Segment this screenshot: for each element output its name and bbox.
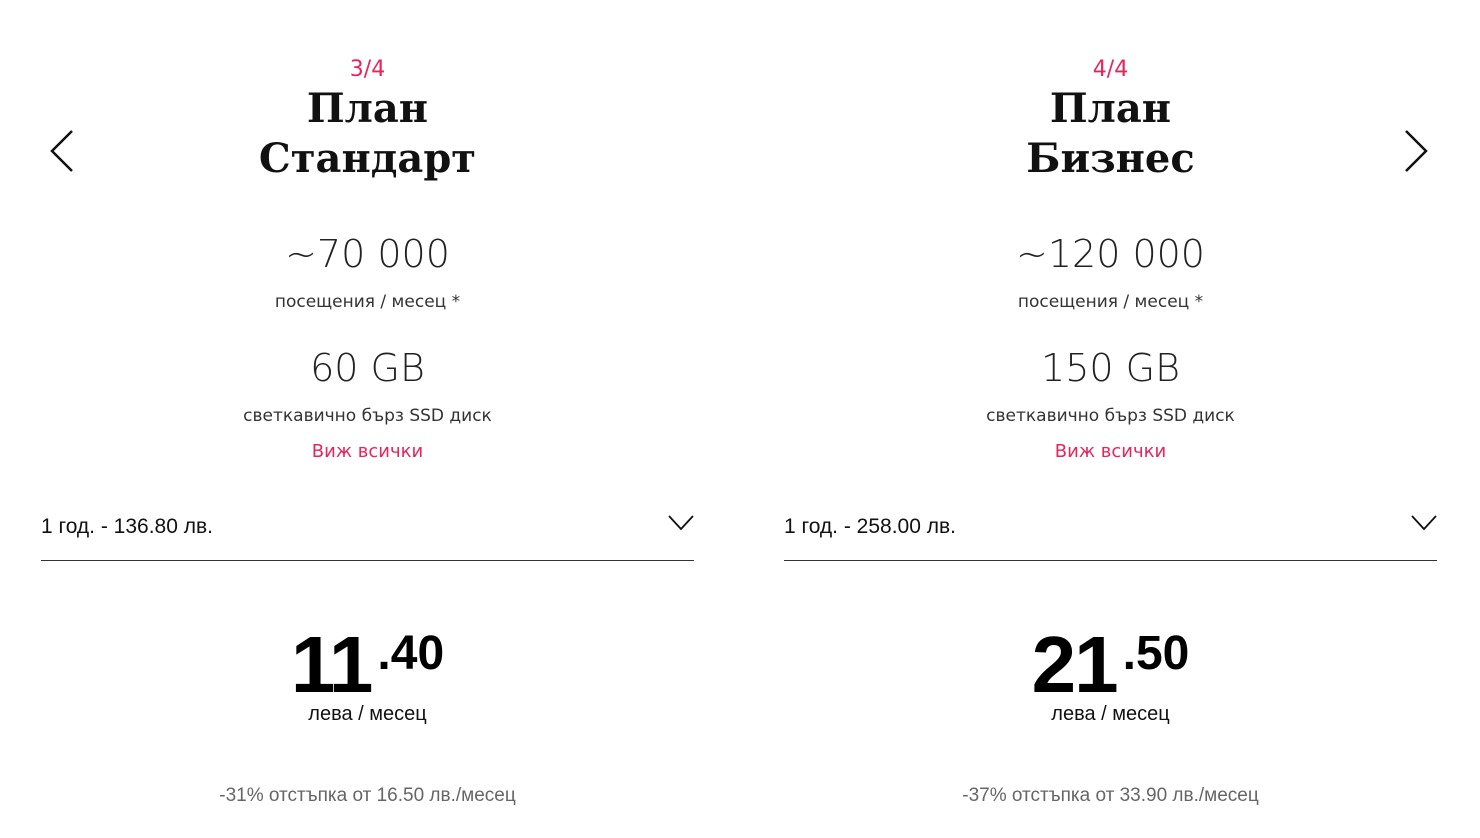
disk-label: светкавично бърз SSD диск [243,406,492,426]
visits-value: ~70 000 [285,232,450,276]
plan-title: План Бизнес [1026,85,1195,182]
disk-value: 150 GB [1041,346,1180,390]
chevron-down-icon [668,515,694,531]
plan-counter: 4/4 [1092,57,1129,82]
price: 21.50 [1031,620,1190,709]
visits-label: посещения / месец * [1017,292,1204,312]
plan-card-standard: 3/4 План Стандарт ~70 000 посещения / мес… [41,0,694,838]
period-select[interactable]: 1 год. - 258.00 лв. [784,505,1437,561]
disk-label: светкавично бърз SSD диск [986,406,1235,426]
prev-plan-button[interactable] [46,128,76,178]
chevron-down-icon [1411,515,1437,531]
plan-title: План Стандарт [258,85,477,182]
see-all-link[interactable]: Виж всички [1054,441,1167,462]
price-unit: лева / месец [1051,703,1170,725]
chevron-left-icon [50,130,73,172]
next-plan-button[interactable] [1402,128,1432,178]
price: 11.40 [290,620,445,709]
disk-value: 60 GB [310,346,425,390]
period-select[interactable]: 1 год. - 136.80 лв. [41,505,694,561]
visits-label: посещения / месец * [274,292,461,312]
period-selected-value: 1 год. - 136.80 лв. [41,515,213,538]
discount-text: -31% отстъпка от 16.50 лв./месец [219,785,516,806]
period-selected-value: 1 год. - 258.00 лв. [784,515,956,538]
plan-card-business: 4/4 План Бизнес ~120 000 посещения / месе… [784,0,1437,838]
plan-counter: 3/4 [349,57,386,82]
price-unit: лева / месец [308,703,427,725]
visits-value: ~120 000 [1016,232,1205,276]
discount-text: -37% отстъпка от 33.90 лв./месец [962,785,1259,806]
see-all-link[interactable]: Виж всички [311,441,424,462]
chevron-right-icon [1405,130,1428,172]
